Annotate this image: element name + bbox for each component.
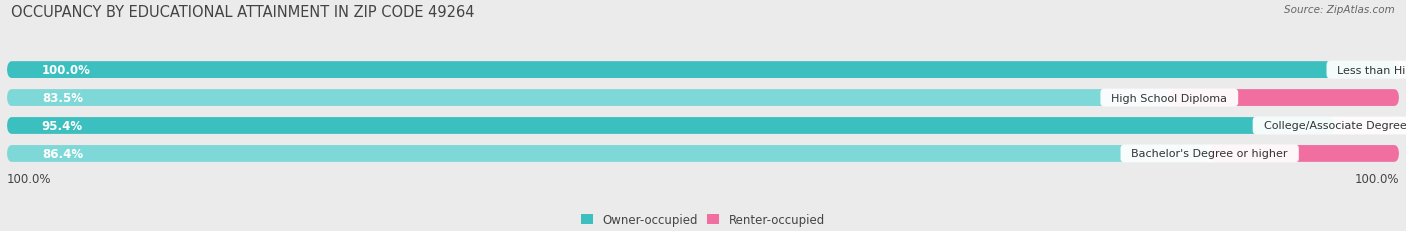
Text: Bachelor's Degree or higher: Bachelor's Degree or higher (1125, 149, 1295, 159)
FancyBboxPatch shape (7, 118, 1399, 134)
Legend: Owner-occupied, Renter-occupied: Owner-occupied, Renter-occupied (576, 209, 830, 231)
FancyBboxPatch shape (7, 146, 1209, 162)
Text: 100.0%: 100.0% (7, 173, 52, 186)
Text: 83.5%: 83.5% (42, 92, 83, 105)
Text: OCCUPANCY BY EDUCATIONAL ATTAINMENT IN ZIP CODE 49264: OCCUPANCY BY EDUCATIONAL ATTAINMENT IN Z… (11, 5, 475, 20)
FancyBboxPatch shape (1334, 118, 1399, 134)
Text: High School Diploma: High School Diploma (1104, 93, 1234, 103)
FancyBboxPatch shape (7, 90, 1170, 106)
Text: 86.4%: 86.4% (42, 147, 83, 160)
FancyBboxPatch shape (1170, 90, 1399, 106)
FancyBboxPatch shape (7, 90, 1399, 106)
FancyBboxPatch shape (7, 62, 1399, 79)
Text: 95.4%: 95.4% (42, 119, 83, 132)
Text: Source: ZipAtlas.com: Source: ZipAtlas.com (1284, 5, 1395, 15)
Text: College/Associate Degree: College/Associate Degree (1257, 121, 1406, 131)
Text: 100.0%: 100.0% (1354, 173, 1399, 186)
Text: Less than High School: Less than High School (1330, 65, 1406, 75)
Text: 100.0%: 100.0% (42, 64, 91, 77)
FancyBboxPatch shape (7, 146, 1399, 162)
FancyBboxPatch shape (7, 118, 1334, 134)
FancyBboxPatch shape (7, 62, 1399, 79)
FancyBboxPatch shape (1209, 146, 1399, 162)
